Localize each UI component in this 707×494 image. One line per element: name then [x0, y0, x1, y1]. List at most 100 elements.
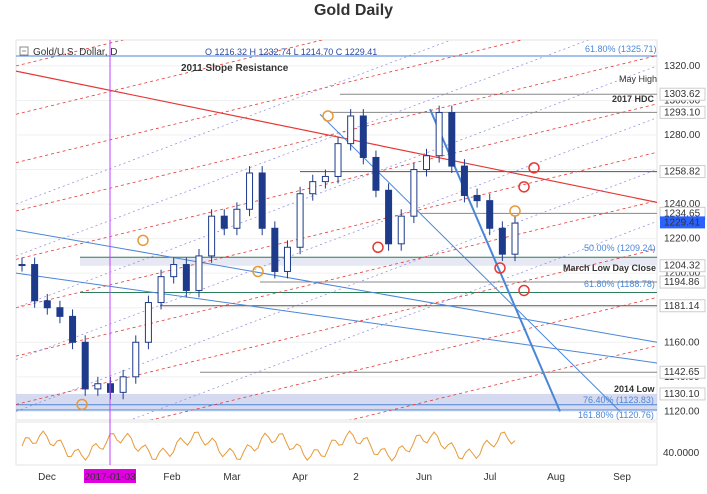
candle-body — [220, 215, 228, 229]
price-level-label: 1142.65 — [664, 367, 700, 378]
price-tick: 1320.00 — [664, 61, 701, 72]
time-label: Jul — [484, 472, 497, 483]
candle-body — [94, 383, 102, 390]
candle-body — [258, 172, 266, 229]
candle-body — [182, 264, 190, 291]
time-label: Feb — [163, 472, 181, 483]
candle-body — [397, 215, 405, 245]
price-level-label: 1293.10 — [664, 107, 701, 118]
candle-body — [271, 227, 279, 272]
candle-body — [435, 112, 443, 157]
oscillator-pane[interactable] — [15, 421, 658, 466]
time-label: 2 — [353, 472, 359, 483]
pivot-circle — [528, 162, 540, 174]
price-tick: 1120.00 — [664, 406, 700, 417]
slope-resistance-label: 2011 Slope Resistance — [181, 63, 289, 74]
pivot-circle — [518, 181, 530, 193]
time-label: Mar — [223, 472, 241, 483]
price-level-label: 1130.10 — [664, 389, 700, 400]
candle-body — [246, 172, 254, 210]
price-tick: 1280.00 — [664, 130, 701, 141]
candle-body — [410, 169, 418, 217]
price-level-box — [659, 387, 706, 401]
candle-body — [385, 189, 393, 245]
time-label: Dec — [38, 472, 56, 483]
price-level-label: 1303.62 — [664, 89, 701, 100]
price-level-box — [659, 105, 706, 119]
red-parallel-line — [16, 151, 657, 309]
fib-1120-label: 161.80% (1120.76) — [578, 410, 654, 420]
fib-1123-label: 76.40% (1123.83) — [583, 395, 654, 405]
candle-body — [283, 246, 291, 272]
hdc-label: 2017 HDC — [612, 94, 655, 104]
candle-body — [511, 222, 519, 255]
time-label: Sep — [613, 472, 631, 483]
candle-body — [157, 276, 165, 304]
march-low-label: March Low Day Close — [563, 263, 656, 273]
price-tick: 1300.00 — [664, 95, 701, 106]
purple-parallel-line — [16, 169, 657, 412]
candle-body — [119, 376, 127, 393]
chart-title: Gold Daily — [313, 2, 394, 19]
pivot-circle — [252, 265, 264, 278]
pivot-markers — [76, 110, 540, 411]
price-level-label: 1204.32 — [664, 261, 701, 272]
candles — [18, 105, 519, 400]
candle-body — [334, 143, 342, 177]
time-label: Apr — [292, 472, 308, 483]
candle-body — [359, 115, 367, 158]
candle-body — [170, 264, 178, 278]
fib-1188-label: 61.80% (1188.78) — [584, 279, 655, 289]
price-level-label: 1234.65 — [664, 208, 701, 219]
price-level-box — [659, 259, 706, 273]
price-level-label: 1258.82 — [664, 167, 701, 178]
slope-resistance-line — [16, 70, 657, 203]
candle-body — [18, 264, 26, 267]
price-level-box — [659, 299, 706, 313]
candle-body — [43, 300, 51, 309]
purple-parallel-line — [16, 65, 657, 309]
candle-body — [132, 341, 140, 378]
candle-body — [448, 112, 456, 167]
purple-parallel-line — [129, 221, 657, 420]
red-parallel-line — [16, 40, 324, 115]
candle-body — [347, 115, 355, 145]
price-tick: 1200.00 — [664, 268, 701, 279]
red-parallel-line — [16, 200, 657, 357]
collapse-icon[interactable] — [19, 46, 29, 56]
candle-body — [473, 194, 481, 202]
plot-area[interactable] — [15, 39, 658, 421]
candle-body — [321, 175, 329, 183]
candle-body — [81, 341, 89, 390]
candle-body — [498, 227, 506, 255]
price-level-label: 1194.86 — [664, 277, 700, 288]
candle-body — [195, 255, 203, 291]
candle-body — [56, 307, 64, 317]
pivot-circle — [509, 205, 521, 217]
time-highlight — [84, 469, 136, 483]
zone-2014-low — [16, 393, 657, 411]
candle-body — [423, 155, 431, 171]
channel-line-upper — [319, 113, 621, 412]
time-label: Jun — [416, 472, 432, 483]
price-tick: 1240.00 — [664, 199, 701, 210]
price-level-box — [659, 87, 706, 101]
purple-parallel-line — [16, 40, 590, 257]
pivot-circle — [494, 262, 506, 274]
channel-line-lower2 — [16, 272, 657, 364]
pivot-circle — [322, 110, 334, 122]
candle-body — [296, 193, 304, 248]
legend-header: Gold/U.S. Dollar, D O 1216.32 H 1232.74 … — [19, 46, 377, 58]
candle-body — [233, 208, 241, 229]
time-label: Aug — [547, 472, 565, 483]
candle-body — [31, 264, 39, 302]
red-parallel-line — [16, 103, 657, 260]
time-axis: Dec 2017-01-03 Feb Mar Apr 2 Jun Jul Aug Sep — [38, 469, 631, 483]
pivot-circle — [137, 234, 149, 247]
candle-body — [486, 200, 494, 229]
candle-body — [144, 302, 152, 343]
fib-1209-label: 50.00% (1209.24) — [584, 243, 656, 253]
zone-march-low — [80, 256, 657, 266]
pivot-circle — [372, 241, 384, 254]
